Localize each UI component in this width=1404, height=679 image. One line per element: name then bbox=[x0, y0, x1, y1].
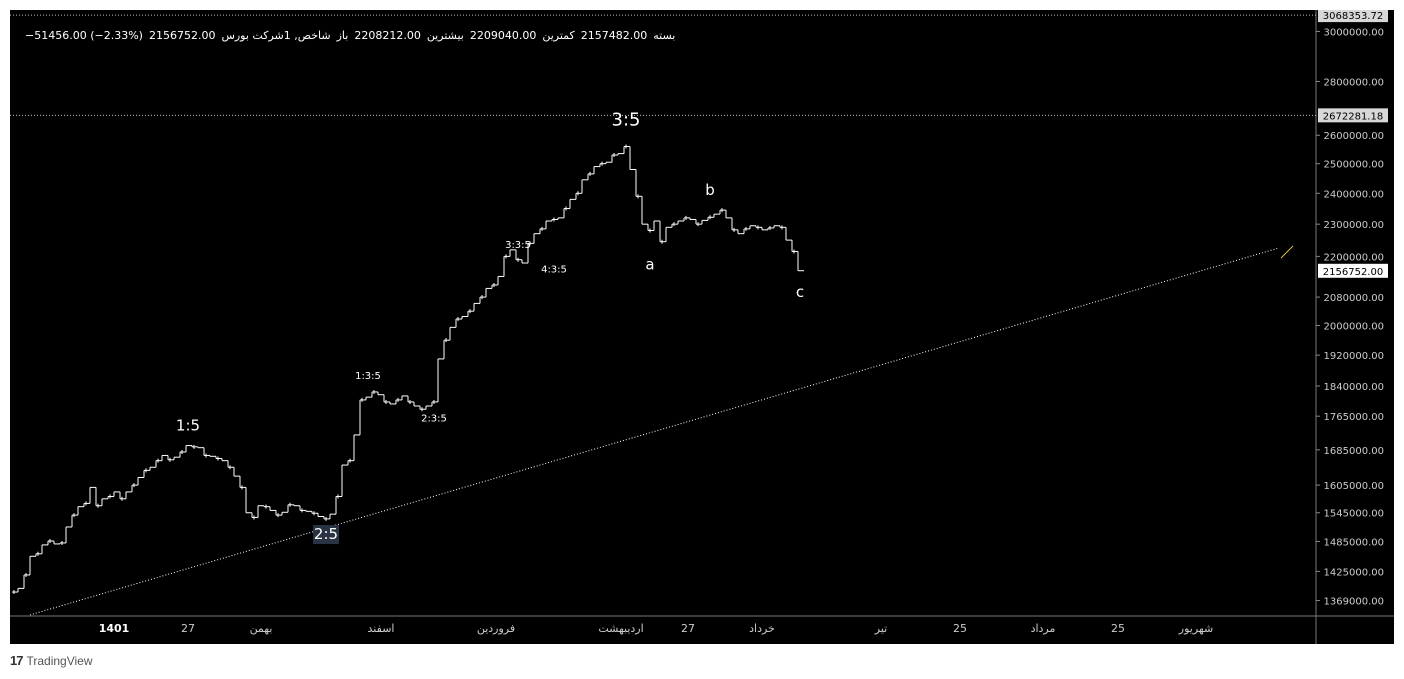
y-tick-label: 3000000.00 bbox=[1324, 27, 1384, 38]
price-tag: 3068353.72 bbox=[1318, 10, 1388, 23]
y-tick-label: 2400000.00 bbox=[1324, 189, 1384, 200]
y-tick-label: 2300000.00 bbox=[1324, 220, 1384, 231]
wave-label: 1:5 bbox=[176, 417, 200, 435]
wave-label: b bbox=[705, 181, 715, 199]
wave-label: 2:5 bbox=[314, 525, 338, 543]
y-tick-label: 2200000.00 bbox=[1324, 252, 1384, 263]
legend-low-label: کمترین bbox=[542, 29, 575, 42]
y-tick-label: 2080000.00 bbox=[1324, 293, 1384, 304]
price-tag-label: 3068353.72 bbox=[1323, 11, 1383, 22]
legend-close-label: بسته bbox=[653, 29, 676, 42]
price-tag-label: 2156752.00 bbox=[1323, 267, 1383, 278]
x-axis-label: بهمن bbox=[250, 622, 273, 635]
x-axis-label: اسفند bbox=[368, 622, 395, 635]
y-tick-label: 1369000.00 bbox=[1324, 596, 1384, 607]
trendline bbox=[29, 247, 1279, 616]
last-price-tag: 2156752.00 bbox=[1318, 263, 1388, 278]
y-tick-label: 1485000.00 bbox=[1324, 537, 1384, 548]
accent-trendline bbox=[1280, 245, 1294, 259]
x-axis-label: 27 bbox=[181, 622, 195, 635]
footer: 17 TradingView bbox=[10, 653, 93, 668]
x-axis-label: مرداد bbox=[1031, 622, 1056, 635]
y-tick-label: 1685000.00 bbox=[1324, 446, 1384, 457]
legend-low-value: 2157482.00 bbox=[580, 29, 648, 42]
annotation-badge bbox=[313, 525, 339, 545]
wave-label: 2:3:5 bbox=[421, 414, 447, 425]
legend-change: −51456.00 (−2.33%) bbox=[25, 29, 143, 42]
wave-label: c bbox=[796, 283, 804, 301]
tradingview-logo-icon[interactable]: 17 bbox=[10, 653, 24, 668]
wave-label: 3:5 bbox=[612, 110, 641, 131]
y-tick-label: 1765000.00 bbox=[1324, 412, 1384, 423]
x-axis-label: 25 bbox=[1111, 622, 1125, 635]
legend-open-value: 2208212.00 bbox=[354, 29, 421, 42]
price-series bbox=[12, 144, 804, 595]
price-tag-box bbox=[1318, 108, 1388, 123]
legend: −51456.00 (−2.33%) 2156752.00 بسته 2157482.… bbox=[18, 16, 681, 42]
price-tag-box bbox=[1318, 10, 1388, 23]
y-tick-label: 1605000.00 bbox=[1324, 481, 1384, 492]
x-axis-label: خرداد bbox=[749, 622, 775, 635]
y-tick-label: 2600000.00 bbox=[1324, 131, 1384, 142]
x-axis-label: تیر bbox=[874, 622, 887, 635]
y-tick-label: 2500000.00 bbox=[1324, 160, 1384, 171]
x-axis-label: فروردین bbox=[477, 622, 515, 635]
x-axis-label: شهریور bbox=[1178, 622, 1213, 635]
x-axis-label: 1401 bbox=[99, 622, 130, 635]
x-axis-label: 27 bbox=[681, 622, 695, 635]
y-tick-label: 1840000.00 bbox=[1324, 382, 1384, 393]
wave-label: a bbox=[645, 256, 654, 274]
legend-high-label: بیشترین bbox=[426, 29, 464, 42]
y-tick-label: 2000000.00 bbox=[1324, 322, 1384, 333]
chart-panel[interactable] bbox=[10, 10, 1394, 644]
x-axis-label: اردیبهشت bbox=[598, 622, 643, 635]
x-axis-label: 25 bbox=[953, 622, 967, 635]
brand-name[interactable]: TradingView bbox=[26, 653, 93, 668]
wave-label: 3:3:5 bbox=[505, 240, 531, 251]
price-tag-label: 2672281.18 bbox=[1323, 111, 1383, 122]
y-tick-label: 1425000.00 bbox=[1324, 567, 1384, 578]
wave-label: 1:3:5 bbox=[355, 371, 381, 382]
y-tick-label: 2800000.00 bbox=[1324, 77, 1384, 88]
legend-close-value: 2156752.00 bbox=[148, 29, 216, 42]
price-tag-box bbox=[1318, 263, 1388, 278]
legend-open-label: باز bbox=[336, 29, 349, 42]
price-tag: 2672281.18 bbox=[1318, 108, 1388, 123]
legend-symbol: شاخص, 1شرکت بورس bbox=[221, 29, 331, 42]
wave-label: 4:3:5 bbox=[541, 264, 567, 275]
legend-high-value: 2209040.00 bbox=[469, 29, 537, 42]
price-chart[interactable]: 3000000.00 2800000.00 2600000.00 2500000.00… bbox=[10, 10, 1394, 644]
y-tick-label: 1920000.00 bbox=[1324, 351, 1384, 362]
y-tick-label: 1545000.00 bbox=[1324, 509, 1384, 520]
